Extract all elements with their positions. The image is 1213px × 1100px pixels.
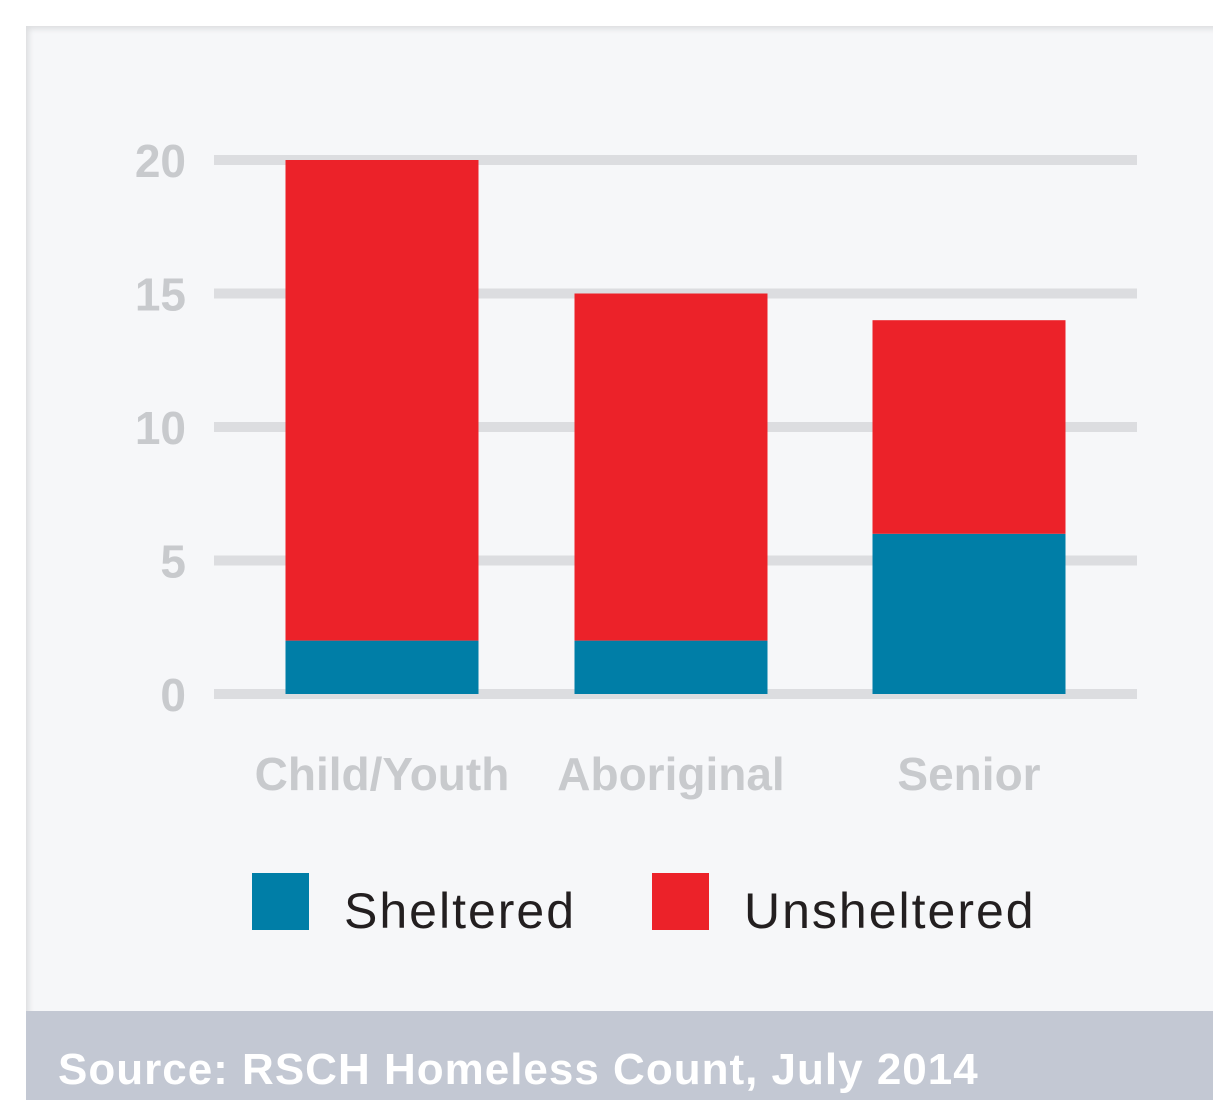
x-category-label-child-youth: Child/Youth (255, 748, 510, 800)
y-tick-label-20: 20 (135, 135, 186, 187)
legend-label-sheltered: Sheltered (344, 883, 576, 939)
bar-child-youth-unsheltered (285, 160, 479, 641)
y-tick-label-0: 0 (160, 669, 186, 721)
y-tick-label-15: 15 (135, 269, 186, 321)
bar-senior-unsheltered (872, 320, 1066, 534)
bar-aboriginal-unsheltered (574, 293, 768, 641)
source-text: Source: RSCH Homeless Count, July 2014 (58, 1045, 979, 1094)
bars (285, 160, 1066, 694)
legend-label-unsheltered: Unsheltered (744, 883, 1036, 939)
x-category-label-aboriginal: Aboriginal (557, 748, 784, 800)
gridline-20 (214, 155, 1137, 165)
legend: Sheltered Unsheltered (252, 873, 1036, 939)
bar-aboriginal-sheltered (574, 640, 768, 694)
source-footer: Source: RSCH Homeless Count, July 2014 (26, 1011, 1213, 1100)
y-axis-tick-labels: 0 5 10 15 20 (135, 135, 186, 721)
stacked-bar-chart: 0 5 10 15 20 Child/Youth Aboriginal Senior She… (135, 135, 1137, 939)
y-tick-label-10: 10 (135, 402, 186, 454)
bar-senior-sheltered (872, 533, 1066, 694)
chart-panel: 0 5 10 15 20 Child/Youth Aboriginal Senior She… (26, 26, 1213, 1011)
x-axis-category-labels: Child/Youth Aboriginal Senior (255, 748, 1041, 800)
bar-child-youth-sheltered (285, 640, 479, 694)
x-category-label-senior: Senior (897, 748, 1040, 800)
y-tick-label-5: 5 (160, 536, 186, 588)
legend-swatch-sheltered (252, 873, 309, 930)
legend-swatch-unsheltered (652, 873, 709, 930)
